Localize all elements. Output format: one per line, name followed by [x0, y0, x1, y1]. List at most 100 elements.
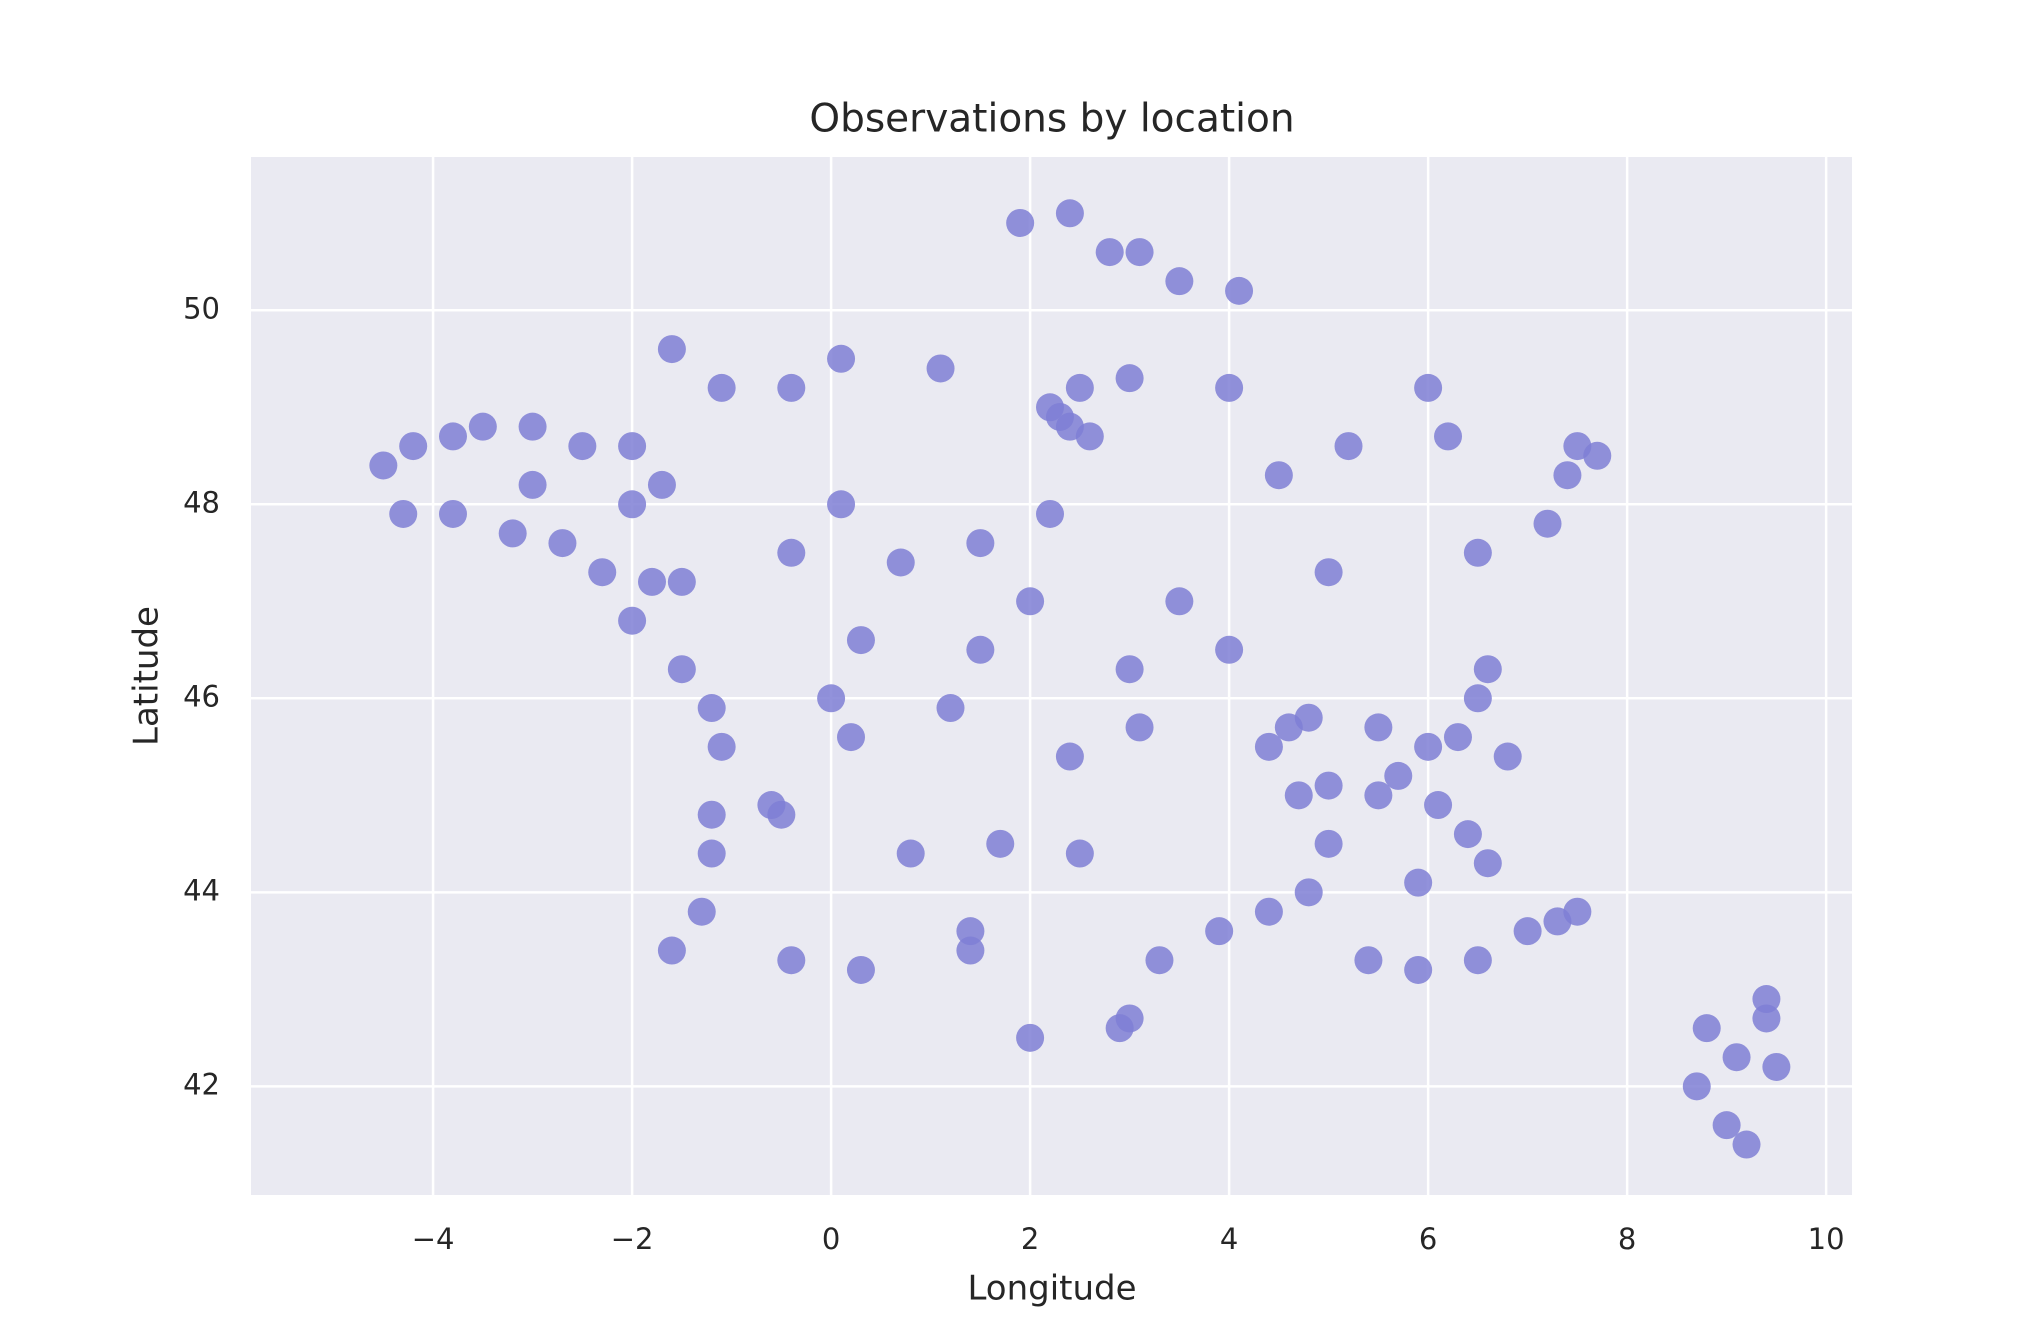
- point: [1115, 364, 1144, 393]
- y-tick-label: 50: [183, 291, 220, 325]
- point: [657, 335, 686, 364]
- point: [1254, 732, 1283, 761]
- point: [1414, 373, 1443, 402]
- x-tick-label: −4: [412, 1222, 455, 1256]
- point: [588, 558, 617, 587]
- point: [1264, 461, 1293, 490]
- point: [1404, 955, 1433, 984]
- point: [1682, 1072, 1711, 1101]
- point: [1105, 1014, 1134, 1043]
- point: [1125, 238, 1154, 267]
- point: [956, 936, 985, 965]
- point: [1165, 267, 1194, 296]
- point: [697, 694, 726, 723]
- point: [369, 451, 398, 480]
- plot-area: [251, 157, 1852, 1195]
- point: [846, 626, 875, 655]
- point: [618, 490, 647, 519]
- x-tick-label: 2: [1021, 1222, 1039, 1256]
- x-tick-label: 6: [1419, 1222, 1437, 1256]
- point: [667, 655, 696, 684]
- point: [637, 567, 666, 596]
- point: [956, 917, 985, 946]
- point: [757, 791, 786, 820]
- point: [438, 499, 467, 528]
- x-tick-label: 4: [1220, 1222, 1238, 1256]
- point: [498, 519, 527, 548]
- point: [827, 344, 856, 373]
- point: [647, 470, 676, 499]
- point: [618, 432, 647, 461]
- point: [438, 422, 467, 451]
- point: [896, 839, 925, 868]
- point: [389, 499, 418, 528]
- point: [697, 839, 726, 868]
- point: [846, 955, 875, 984]
- point: [1036, 393, 1065, 422]
- y-tick-label: 42: [183, 1067, 220, 1101]
- point: [568, 432, 597, 461]
- point: [548, 529, 577, 558]
- point: [1404, 868, 1433, 897]
- point: [986, 829, 1015, 858]
- x-tick-label: 8: [1618, 1222, 1636, 1256]
- point: [1583, 441, 1612, 470]
- point: [1473, 655, 1502, 684]
- point: [518, 470, 547, 499]
- point: [707, 732, 736, 761]
- point: [1294, 878, 1323, 907]
- point: [926, 354, 955, 383]
- point: [1424, 791, 1453, 820]
- point: [1752, 1004, 1781, 1033]
- x-axis-label: Longitude: [967, 1269, 1136, 1309]
- point: [1215, 373, 1244, 402]
- point: [1533, 509, 1562, 538]
- point: [657, 936, 686, 965]
- point: [1752, 985, 1781, 1014]
- chart-title: Observations by location: [809, 97, 1294, 142]
- point: [1205, 917, 1234, 946]
- point: [1513, 917, 1542, 946]
- point: [1274, 713, 1303, 742]
- point: [618, 606, 647, 635]
- point: [1453, 820, 1482, 849]
- point: [837, 723, 866, 752]
- point: [777, 373, 806, 402]
- point: [687, 897, 716, 926]
- x-tick-label: 10: [1808, 1222, 1845, 1256]
- point: [777, 946, 806, 975]
- point: [966, 529, 995, 558]
- point: [1254, 897, 1283, 926]
- point: [1145, 946, 1174, 975]
- point: [1334, 432, 1363, 461]
- point: [518, 412, 547, 441]
- y-tick-label: 46: [183, 679, 220, 713]
- point: [1016, 587, 1045, 616]
- point: [1493, 742, 1522, 771]
- point: [1463, 684, 1492, 713]
- y-axis-label: Latitude: [127, 606, 167, 746]
- point: [1215, 635, 1244, 664]
- point: [1314, 829, 1343, 858]
- point: [1692, 1014, 1721, 1043]
- point: [468, 412, 497, 441]
- point: [399, 432, 428, 461]
- x-tick-label: −2: [611, 1222, 654, 1256]
- point: [1055, 742, 1084, 771]
- point: [1016, 1023, 1045, 1052]
- point: [1762, 1052, 1791, 1081]
- point: [1364, 713, 1393, 742]
- point: [1115, 655, 1144, 684]
- point: [1463, 538, 1492, 567]
- point: [1384, 761, 1413, 790]
- point: [1284, 781, 1313, 810]
- point: [1473, 849, 1502, 878]
- point: [1563, 897, 1592, 926]
- point: [1314, 558, 1343, 587]
- y-tick-label: 48: [183, 485, 220, 519]
- point: [1463, 946, 1492, 975]
- point: [697, 800, 726, 829]
- point: [1443, 723, 1472, 752]
- x-tick-label: 0: [822, 1222, 840, 1256]
